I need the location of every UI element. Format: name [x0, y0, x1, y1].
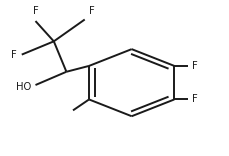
Text: F: F	[11, 50, 17, 60]
Text: F: F	[192, 61, 198, 71]
Text: HO: HO	[16, 82, 31, 92]
Text: F: F	[192, 94, 198, 105]
Text: F: F	[89, 6, 95, 16]
Text: F: F	[33, 6, 38, 16]
